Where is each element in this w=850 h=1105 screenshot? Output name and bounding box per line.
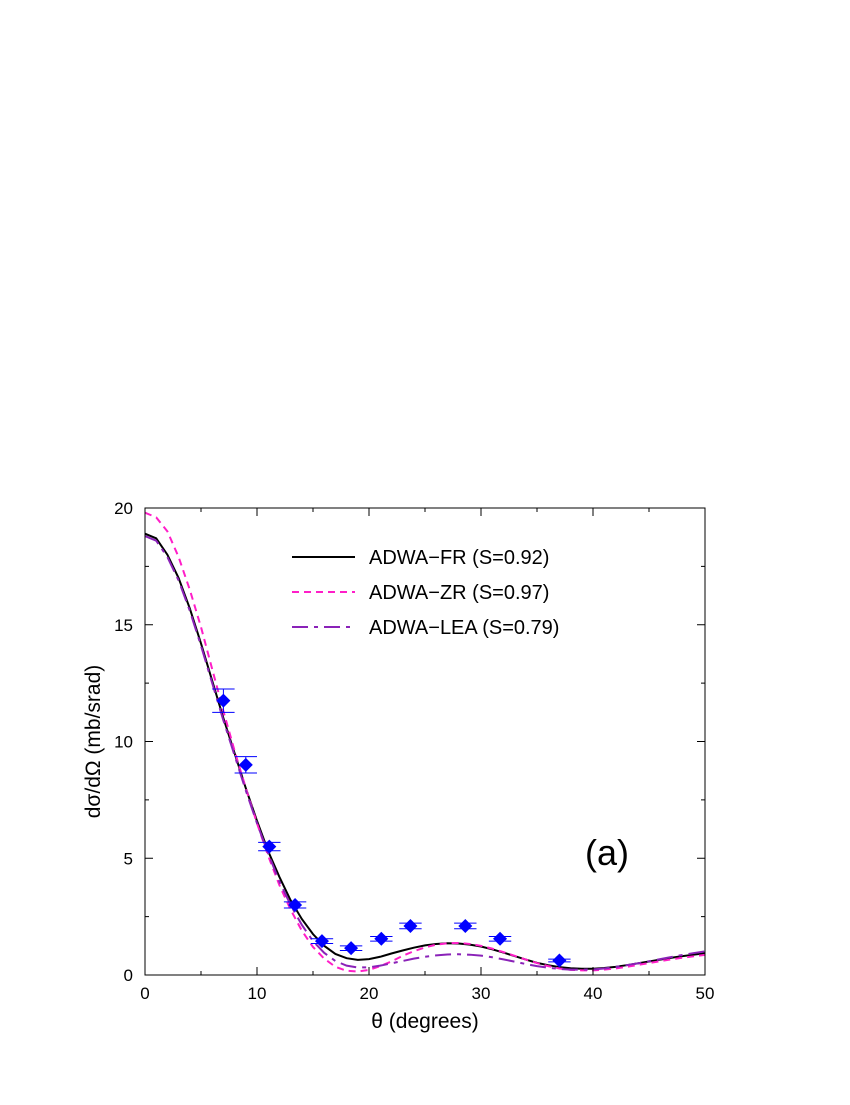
- diamond-marker: [238, 757, 253, 772]
- y-tick-label: 10: [114, 733, 133, 752]
- diamond-marker: [344, 941, 359, 956]
- diamond-marker: [262, 839, 277, 854]
- diamond-marker: [458, 918, 473, 933]
- x-tick-label: 0: [140, 984, 149, 1003]
- x-axis-label: θ (degrees): [371, 1010, 478, 1033]
- x-tick-label: 50: [696, 984, 715, 1003]
- data-point: [234, 756, 257, 774]
- panel-label: (a): [585, 832, 629, 873]
- data-point: [212, 688, 235, 713]
- data-point: [339, 941, 363, 956]
- diamond-marker: [216, 693, 231, 708]
- legend: ADWA−FR (S=0.92) ADWA−ZR (S=0.97) ADWA−LEA…: [292, 547, 559, 639]
- data-point: [488, 931, 512, 946]
- y-tick-label: 15: [114, 616, 133, 635]
- y-tick-label: 0: [124, 966, 133, 985]
- y-tick-label: 5: [124, 849, 133, 868]
- y-tick-label: 20: [114, 499, 133, 518]
- legend-label-0: ADWA−FR (S=0.92): [369, 547, 549, 569]
- series-line-0: [144, 532, 706, 970]
- x-tick-label: 10: [248, 984, 267, 1003]
- curves-layer: [144, 511, 706, 973]
- data-point: [310, 934, 334, 949]
- diamond-marker: [374, 931, 389, 946]
- tick-labels-layer: 0 10 20 30 40 50 0 5 10 15 20: [114, 499, 714, 1003]
- data-point: [399, 918, 422, 933]
- x-tick-label: 30: [472, 984, 491, 1003]
- diamond-marker: [403, 918, 418, 933]
- legend-label-2: ADWA−LEA (S=0.79): [369, 617, 559, 639]
- x-tick-label: 40: [584, 984, 603, 1003]
- x-tick-label: 20: [360, 984, 379, 1003]
- data-point: [370, 931, 393, 946]
- legend-label-1: ADWA−ZR (S=0.97): [369, 582, 549, 604]
- diamond-marker: [288, 897, 303, 912]
- data-point: [258, 839, 281, 854]
- diamond-marker: [314, 934, 329, 949]
- data-point: [283, 897, 307, 912]
- plot-frame: [144, 507, 706, 976]
- data-points-layer: [212, 688, 571, 968]
- data-point: [454, 918, 477, 933]
- y-axis-label: dσ/dΩ (mb/srad): [82, 665, 105, 819]
- diamond-marker: [493, 931, 508, 946]
- data-point: [548, 953, 571, 968]
- diamond-marker: [552, 953, 567, 968]
